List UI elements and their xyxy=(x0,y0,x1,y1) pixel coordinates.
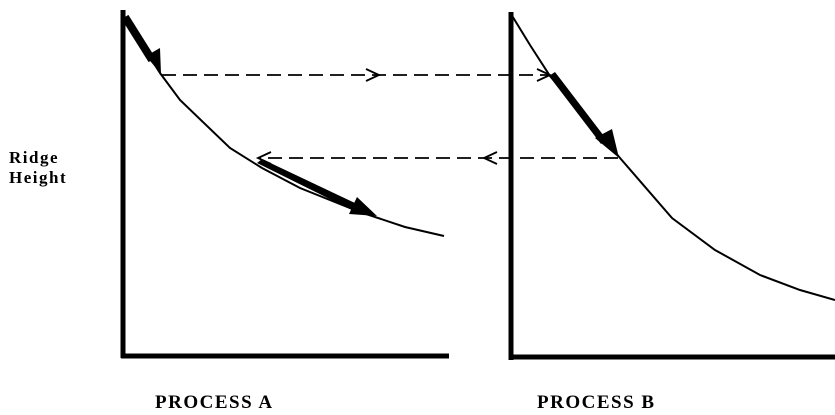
panel-a-mid-bold-arrowhead xyxy=(349,197,377,216)
dashed-connector-b-to-a xyxy=(255,151,618,165)
panel-a-top-bold-arrowhead xyxy=(146,48,161,74)
end-open-arrowhead-right xyxy=(536,68,553,82)
y-axis-label-line1: Ridge xyxy=(9,148,59,167)
dashed-connector-a-to-b xyxy=(162,68,553,82)
panel-b-bold-arrow-shaft xyxy=(549,72,607,144)
y-axis-label-line2: Height xyxy=(9,168,68,187)
panel-a-mid-bold-arrow-shaft xyxy=(257,159,357,211)
panel-b xyxy=(508,12,835,360)
end-open-arrowhead-left xyxy=(255,151,272,165)
panel-b-bold-arrowhead xyxy=(595,129,619,158)
panel-a-curve xyxy=(122,13,445,237)
process-b-label: PROCESS B xyxy=(537,392,656,413)
mid-open-arrowhead-right xyxy=(365,68,382,82)
panel-a-top-bold-arrow-shaft xyxy=(121,14,156,63)
process-a-label: PROCESS A xyxy=(155,392,274,413)
panel-a xyxy=(120,10,449,359)
y-axis-label: Ridge Height xyxy=(9,148,79,188)
mid-open-arrowhead-left xyxy=(481,151,498,165)
panel-b-curve xyxy=(510,13,835,301)
